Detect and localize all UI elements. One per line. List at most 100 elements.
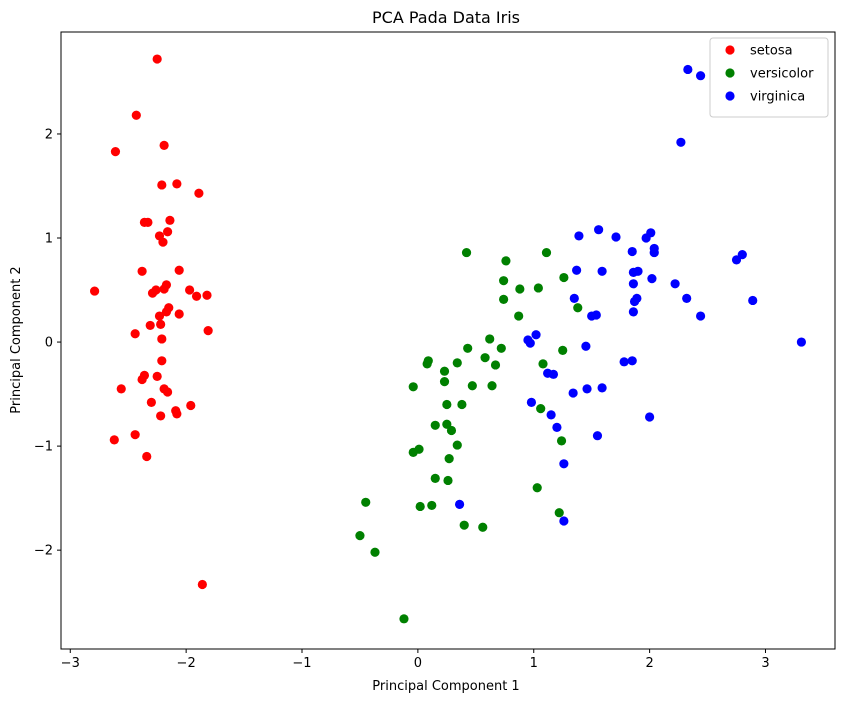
data-point-virginica: [592, 431, 603, 441]
data-point-setosa: [142, 451, 152, 462]
data-point-versicolor: [532, 483, 542, 493]
data-point-setosa: [159, 140, 169, 151]
chart-title: PCA Pada Data Iris: [372, 8, 520, 27]
data-point-setosa: [197, 579, 207, 590]
data-point-setosa: [156, 319, 166, 329]
data-point-setosa: [202, 290, 212, 300]
x-tick-label: 3: [761, 656, 769, 671]
data-point-virginica: [582, 384, 592, 394]
data-point-setosa: [191, 291, 202, 301]
data-point-setosa: [174, 309, 184, 319]
data-point-virginica: [796, 337, 806, 347]
data-point-setosa: [172, 409, 182, 419]
data-point-virginica: [597, 383, 607, 393]
y-tick-label: −1: [34, 440, 53, 455]
data-point-virginica: [572, 265, 582, 275]
data-point-setosa: [159, 284, 169, 294]
data-point-virginica: [546, 410, 556, 420]
data-point-virginica: [611, 232, 621, 242]
plot-area: [61, 32, 835, 649]
data-point-versicolor: [461, 247, 472, 258]
data-point-versicolor: [430, 420, 440, 430]
data-point-setosa: [143, 217, 153, 228]
data-point-versicolor: [457, 399, 467, 410]
points-layer: [90, 54, 806, 624]
data-point-setosa: [157, 334, 167, 344]
data-point-versicolor: [399, 614, 409, 624]
data-point-setosa: [174, 265, 184, 275]
y-axis-label: Principal Component 2: [9, 266, 24, 413]
data-point-versicolor: [487, 381, 497, 391]
data-point-virginica: [581, 341, 591, 351]
data-point-setosa: [186, 400, 196, 411]
legend-label-setosa: setosa: [750, 44, 793, 59]
data-point-versicolor: [480, 353, 490, 363]
data-point-setosa: [185, 285, 195, 295]
data-point-setosa: [130, 329, 140, 339]
data-point-virginica: [619, 357, 629, 367]
data-point-versicolor: [446, 425, 457, 436]
data-point-versicolor: [556, 436, 567, 446]
data-point-virginica: [645, 412, 655, 422]
data-point-versicolor: [490, 360, 501, 370]
data-point-setosa: [137, 266, 147, 276]
legend-box: [709, 37, 829, 118]
legend-marker-setosa: [725, 45, 735, 55]
data-point-versicolor: [463, 343, 473, 353]
data-point-virginica: [591, 310, 601, 320]
data-point-setosa: [165, 215, 175, 225]
data-point-versicolor: [408, 447, 418, 457]
data-point-versicolor: [554, 508, 564, 518]
x-tick-label: 1: [530, 656, 538, 671]
data-point-virginica: [627, 246, 637, 257]
x-tick-label: 0: [414, 656, 422, 671]
data-point-virginica: [633, 266, 643, 276]
data-point-virginica: [569, 293, 579, 303]
data-point-setosa: [161, 307, 172, 317]
y-tick-label: −2: [34, 544, 53, 559]
legend-marker-virginica: [725, 91, 735, 101]
data-point-virginica: [683, 64, 693, 75]
data-point-versicolor: [514, 311, 524, 321]
data-point-versicolor: [452, 358, 462, 368]
x-tick-label: −2: [177, 656, 196, 671]
data-point-setosa: [109, 435, 119, 445]
data-point-setosa: [145, 320, 155, 331]
data-point-virginica: [574, 231, 584, 241]
data-point-virginica: [748, 295, 758, 306]
data-point-virginica: [629, 296, 640, 307]
data-point-setosa: [194, 188, 204, 198]
data-point-virginica: [731, 255, 742, 265]
data-point-versicolor: [444, 453, 454, 464]
data-point-virginica: [695, 71, 706, 81]
x-axis: −3 −2 −1 0 1 2 3: [61, 649, 770, 671]
x-tick-label: −1: [292, 656, 311, 671]
data-point-virginica: [526, 397, 537, 408]
data-point-versicolor: [443, 475, 453, 486]
data-point-virginica: [454, 499, 465, 509]
data-point-setosa: [157, 180, 167, 190]
legend-label-virginica: virginica: [750, 90, 805, 105]
data-point-versicolor: [439, 366, 450, 376]
data-point-versicolor: [538, 359, 548, 369]
data-point-setosa: [162, 227, 173, 237]
data-point-setosa: [116, 384, 126, 394]
data-point-versicolor: [415, 501, 425, 512]
data-point-virginica: [597, 266, 607, 276]
data-point-setosa: [146, 397, 156, 408]
y-axis: −2 −1 0 1 2: [34, 127, 61, 559]
data-point-versicolor: [442, 399, 452, 410]
data-point-versicolor: [408, 382, 418, 392]
data-point-versicolor: [499, 276, 509, 286]
data-point-versicolor: [558, 345, 568, 355]
data-point-versicolor: [533, 283, 543, 293]
data-point-versicolor: [501, 256, 511, 266]
y-tick-label: 2: [45, 127, 53, 142]
data-point-versicolor: [541, 247, 552, 258]
data-point-setosa: [152, 371, 162, 381]
data-point-versicolor: [370, 547, 380, 557]
data-point-virginica: [670, 279, 680, 289]
data-point-versicolor: [496, 343, 506, 353]
data-point-virginica: [568, 388, 578, 398]
data-point-versicolor: [430, 473, 440, 483]
